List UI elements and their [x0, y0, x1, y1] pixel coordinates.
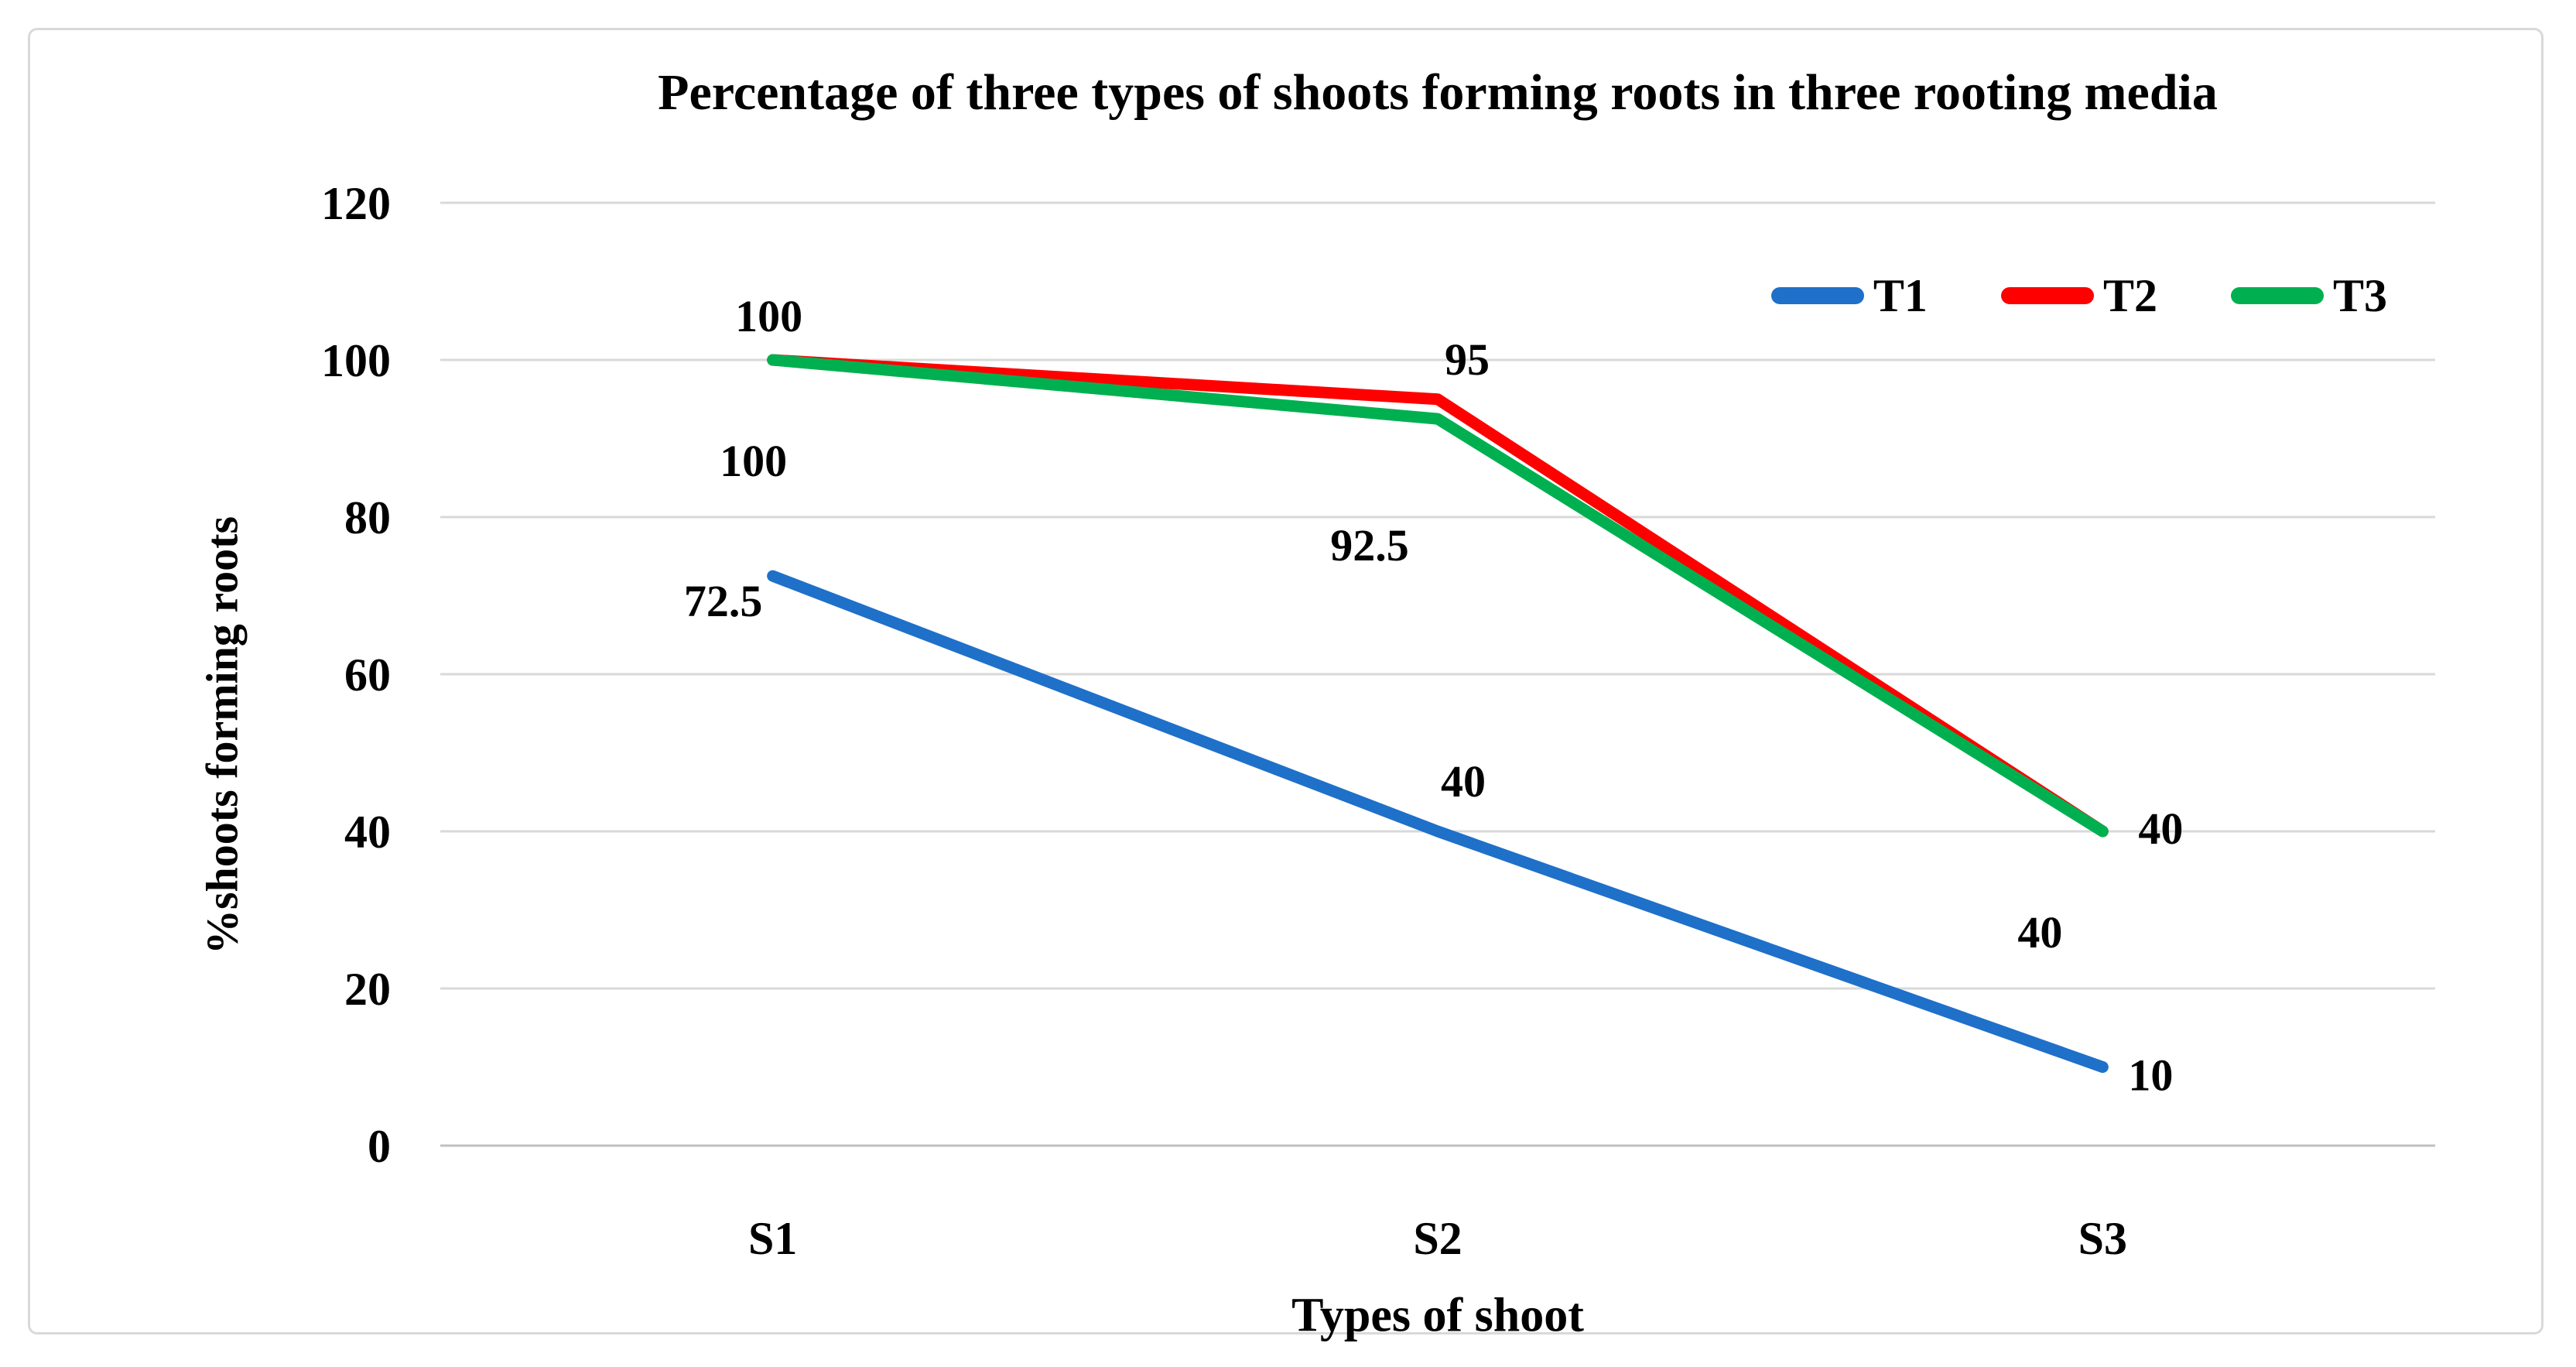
series-line-t3 — [767, 354, 2109, 838]
data-label-t1: 40 — [1441, 756, 1486, 807]
x-category-label: S2 — [1413, 1213, 1462, 1264]
data-label-t3: 100 — [720, 436, 787, 486]
y-tick-label: 120 — [321, 178, 391, 229]
y-tick-label: 40 — [344, 807, 391, 858]
y-tick-label: 60 — [344, 649, 391, 701]
data-label-t3: 40 — [2017, 907, 2062, 958]
t3-line-swatch — [2230, 287, 2324, 304]
legend-label-t1: T1 — [1873, 270, 1928, 321]
data-label-t1: 72.5 — [684, 576, 763, 626]
data-label-t2: 100 — [735, 291, 802, 341]
x-axis-title: Types of shoot — [1291, 1289, 1584, 1342]
y-tick-label: 100 — [321, 335, 391, 386]
chart-title: Percentage of three types of shoots form… — [658, 64, 2218, 121]
legend-item-t1: T1 — [1770, 270, 1928, 321]
y-tick-label: 0 — [368, 1121, 391, 1172]
chart-frame — [28, 28, 2544, 1334]
y-axis-title: %shoots forming roots — [197, 516, 248, 955]
y-tick-label: 20 — [344, 964, 391, 1015]
series-line-t1 — [767, 570, 2109, 1073]
data-label-t1: 10 — [2128, 1050, 2173, 1101]
x-category-label: S1 — [748, 1213, 797, 1264]
data-label-t3: 92.5 — [1330, 520, 1409, 570]
y-tick-label: 80 — [344, 492, 391, 543]
series-line-t2 — [767, 354, 2109, 838]
legend: T1 T2 T3 — [1770, 270, 2387, 321]
legend-label-t3: T3 — [2332, 270, 2387, 321]
x-category-label: S3 — [2078, 1213, 2127, 1264]
t1-line-swatch — [1770, 287, 1864, 304]
legend-label-t2: T2 — [2102, 270, 2157, 321]
legend-item-t3: T3 — [2230, 270, 2387, 321]
data-label-t2: 40 — [2138, 803, 2183, 854]
data-label-t2: 95 — [1445, 334, 1490, 385]
t2-line-swatch — [2000, 287, 2094, 304]
legend-item-t2: T2 — [2000, 270, 2157, 321]
